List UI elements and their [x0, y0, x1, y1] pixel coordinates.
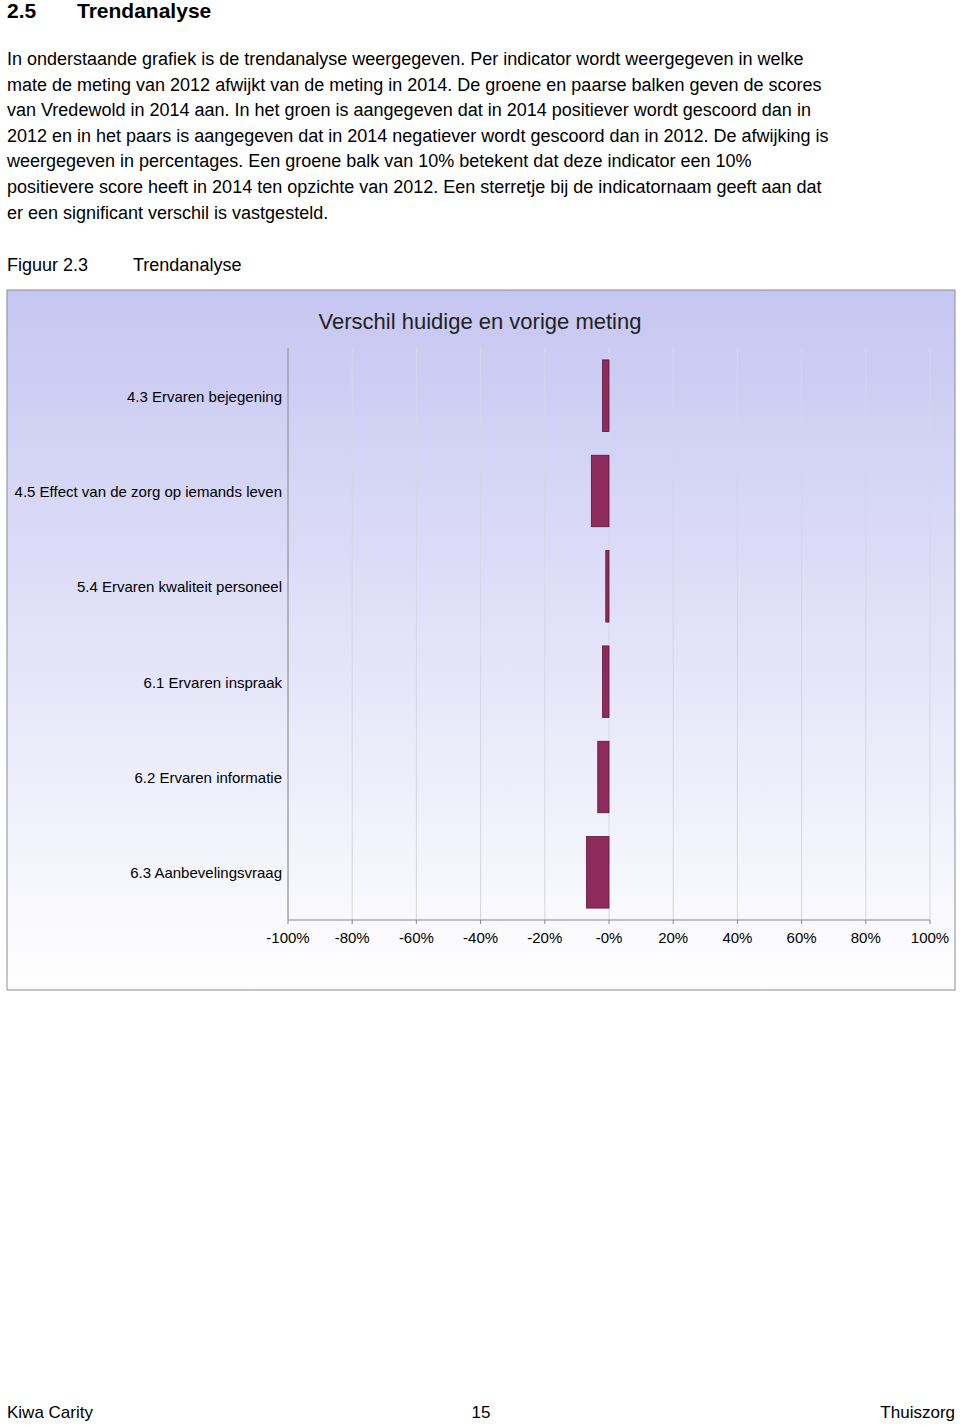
tick-mark [801, 920, 802, 924]
tick-mark [737, 920, 738, 924]
chart-background [7, 290, 955, 990]
tick-mark [865, 920, 866, 924]
section-title: Trendanalyse [77, 0, 211, 23]
paragraph-line: weergegeven in percentages. Een groene b… [7, 151, 752, 172]
tick-label: 80% [851, 929, 881, 946]
chart-title: Verschil huidige en vorige meting [319, 309, 642, 334]
tick-label: -0% [596, 929, 623, 946]
x-axis [288, 920, 930, 921]
tick-label: -60% [399, 929, 434, 946]
category-label: 5.4 Ervaren kwaliteit personeel [77, 578, 282, 595]
paragraph-line: er een significant verschil is vastgeste… [7, 203, 328, 224]
grid-line [609, 348, 610, 920]
grid-line [352, 348, 353, 920]
footer-page: 15 [472, 1403, 491, 1423]
grid-line [930, 348, 931, 920]
tick-label: -100% [266, 929, 309, 946]
paragraph-line: van Vredewold in 2014 aan. In het groen … [7, 100, 811, 121]
grid-line [801, 348, 802, 920]
grid-line [416, 348, 417, 920]
category-label: 6.1 Ervaren inspraak [144, 674, 283, 691]
tick-label: -20% [527, 929, 562, 946]
footer-right: Thuiszorg [880, 1403, 955, 1423]
y-axis [288, 348, 289, 920]
tick-label: 60% [787, 929, 817, 946]
bars [587, 360, 609, 908]
figure-caption: Trendanalyse [133, 255, 241, 276]
figure-number: Figuur 2.3 [7, 255, 88, 276]
grid-line [544, 348, 545, 920]
bar [603, 646, 609, 718]
grid-line [288, 348, 289, 920]
tick-mark [416, 920, 417, 924]
category-label: 6.3 Aanbevelingsvraag [130, 864, 282, 881]
paragraph-line: mate de meting van 2012 afwijkt van de m… [7, 75, 822, 96]
bar [591, 455, 609, 527]
category-label: 6.2 Ervaren informatie [134, 769, 282, 786]
paragraph-line: positievere score heeft in 2014 ten opzi… [7, 177, 822, 198]
tick-mark [544, 920, 545, 924]
tick-label: 100% [911, 929, 949, 946]
bar [587, 837, 609, 909]
tick-mark [930, 920, 931, 924]
bar [603, 360, 609, 432]
footer-left: Kiwa Carity [7, 1403, 93, 1423]
tick-mark [480, 920, 481, 924]
grid-line [737, 348, 738, 920]
tick-mark [352, 920, 353, 924]
tick-mark [288, 920, 289, 924]
bar [606, 551, 609, 623]
grid-line [480, 348, 481, 920]
category-label: 4.5 Effect van de zorg op iemands leven [15, 483, 282, 500]
grid-line [673, 348, 674, 920]
paragraph-line: 2012 en in het paars is aangegeven dat i… [7, 126, 829, 147]
tick-label: 40% [722, 929, 752, 946]
section-number: 2.5 [7, 0, 36, 23]
tick-label: 20% [658, 929, 688, 946]
grid-line [865, 348, 866, 920]
tick-label: -40% [463, 929, 498, 946]
tick-label: -80% [335, 929, 370, 946]
bar [598, 741, 609, 813]
tick-mark [673, 920, 674, 924]
tick-mark [609, 920, 610, 924]
category-label: 4.3 Ervaren bejegening [127, 388, 282, 405]
chart: Verschil huidige en vorige meting -100% -8… [0, 0, 960, 1427]
paragraph-line: In onderstaande grafiek is de trendanaly… [7, 49, 803, 70]
